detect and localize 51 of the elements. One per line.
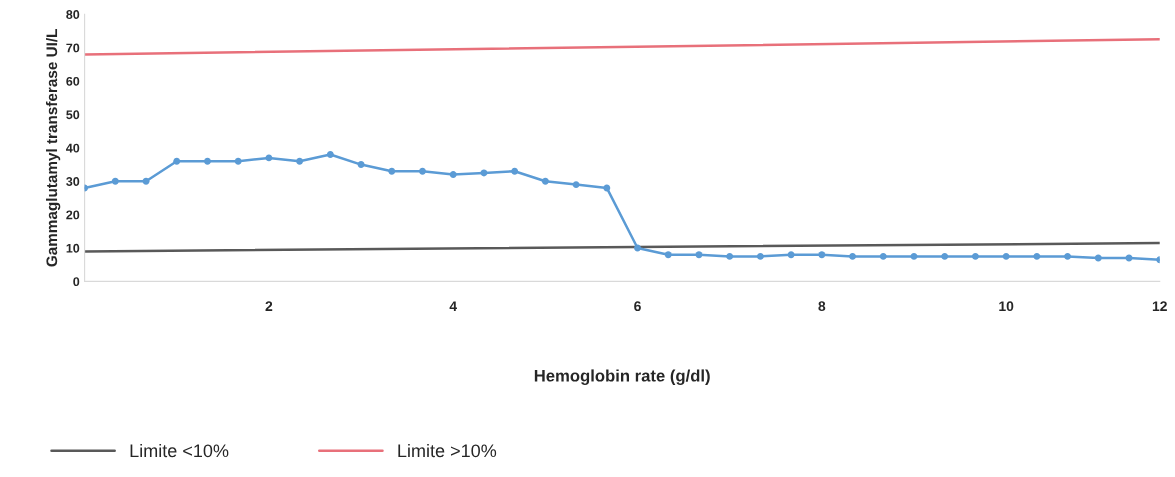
point	[541, 177, 549, 185]
point	[603, 184, 611, 192]
legend-label: Limite >10%	[398, 443, 497, 458]
x-tick-label: 2	[265, 301, 273, 311]
point	[204, 157, 211, 165]
x-tick-label: 10	[999, 301, 1014, 312]
point	[234, 157, 242, 165]
point	[726, 252, 734, 260]
y-tick-label: 80	[66, 10, 80, 19]
point	[572, 181, 580, 189]
point	[695, 251, 703, 259]
y-tick-label: 20	[66, 210, 80, 220]
y-tick-label: 0	[73, 277, 80, 287]
x-tick-label: 8	[818, 301, 826, 312]
y-tick-label: 60	[66, 76, 80, 86]
point	[941, 252, 949, 260]
point	[1002, 252, 1010, 260]
x-tick-label: 12	[1152, 301, 1167, 311]
x-tick-label: 6	[634, 301, 641, 312]
x-tick-label: 4	[449, 301, 457, 311]
point	[664, 251, 672, 259]
point	[142, 177, 150, 185]
point	[818, 251, 826, 259]
x-axis-title: Hemoglobin rate (g/dl)	[534, 369, 710, 385]
point	[787, 251, 795, 259]
point	[419, 167, 426, 175]
legend-label: Limite <10%	[130, 443, 229, 458]
y-tick-label: 30	[66, 177, 80, 186]
point	[388, 167, 396, 175]
point	[971, 252, 979, 260]
point	[910, 252, 918, 260]
y-tick-label: 10	[66, 243, 80, 253]
point	[296, 157, 304, 165]
point	[879, 252, 887, 260]
point	[1094, 254, 1102, 262]
point	[1064, 252, 1072, 260]
y-tick-label: 70	[66, 43, 80, 53]
y-tick-label: 50	[66, 110, 80, 120]
point	[756, 252, 764, 260]
point	[326, 151, 334, 159]
point	[173, 157, 181, 165]
point	[1033, 252, 1041, 260]
point	[849, 252, 857, 260]
point	[449, 171, 457, 179]
point	[511, 167, 519, 175]
y-tick-label: 40	[66, 143, 80, 153]
point	[111, 177, 119, 185]
point	[265, 154, 273, 162]
point	[634, 244, 641, 252]
y-axis-title: Gammaglutamyl transferase UI/L	[45, 29, 61, 267]
point	[357, 161, 365, 169]
